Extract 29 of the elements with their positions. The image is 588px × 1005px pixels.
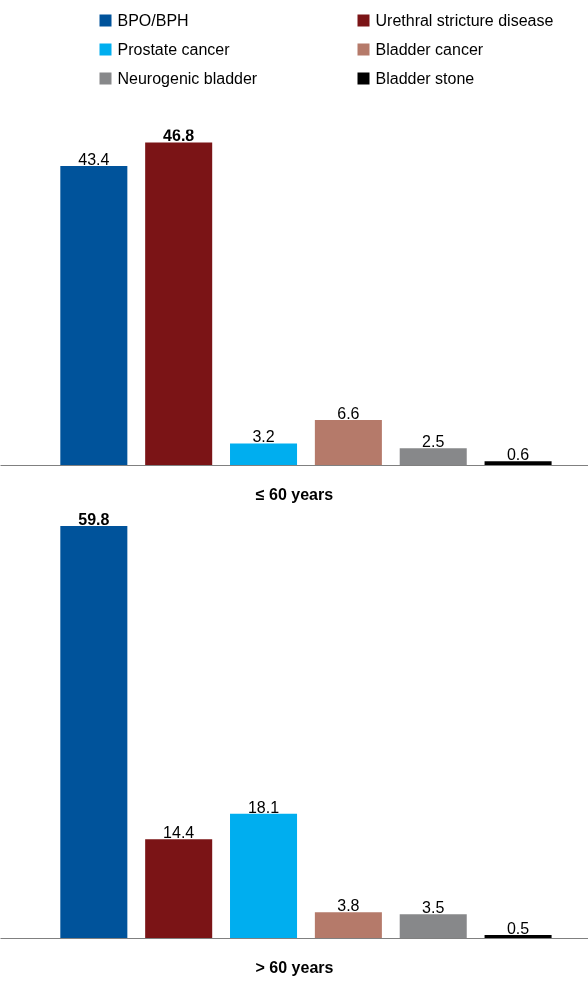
legend-label: Neurogenic bladder xyxy=(117,70,258,87)
x-axis-title: ≤ 60 years xyxy=(255,485,334,503)
legend-label: Prostate cancer xyxy=(117,41,231,58)
data-label: 59.8 xyxy=(78,511,110,528)
bar xyxy=(314,419,382,466)
bar xyxy=(145,142,213,466)
legend-label: Bladder stone xyxy=(375,70,475,87)
bar xyxy=(484,461,552,466)
data-label: 0.6 xyxy=(506,446,530,464)
bar xyxy=(230,813,298,939)
legend-label: Bladder cancer xyxy=(375,41,484,58)
bar xyxy=(60,165,128,466)
data-label: 46.8 xyxy=(163,127,195,145)
data-label: 3.8 xyxy=(337,897,360,915)
legend-label: BPO/BPH xyxy=(117,12,189,29)
data-label: 6.6 xyxy=(337,404,360,422)
data-label: 14.4 xyxy=(163,824,195,842)
bar xyxy=(230,443,298,466)
legend-label: Urethral stricture disease xyxy=(375,12,554,29)
bar xyxy=(145,839,213,939)
data-label: 3.2 xyxy=(252,428,275,446)
x-axis-title: > 60 years xyxy=(255,958,334,976)
bar xyxy=(60,526,128,939)
data-label: 43.4 xyxy=(78,150,110,168)
bar xyxy=(314,912,382,939)
data-label: 2.5 xyxy=(422,433,445,451)
data-label: 18.1 xyxy=(247,798,280,816)
data-label: 3.5 xyxy=(422,899,445,917)
data-label: 0.5 xyxy=(506,920,530,938)
